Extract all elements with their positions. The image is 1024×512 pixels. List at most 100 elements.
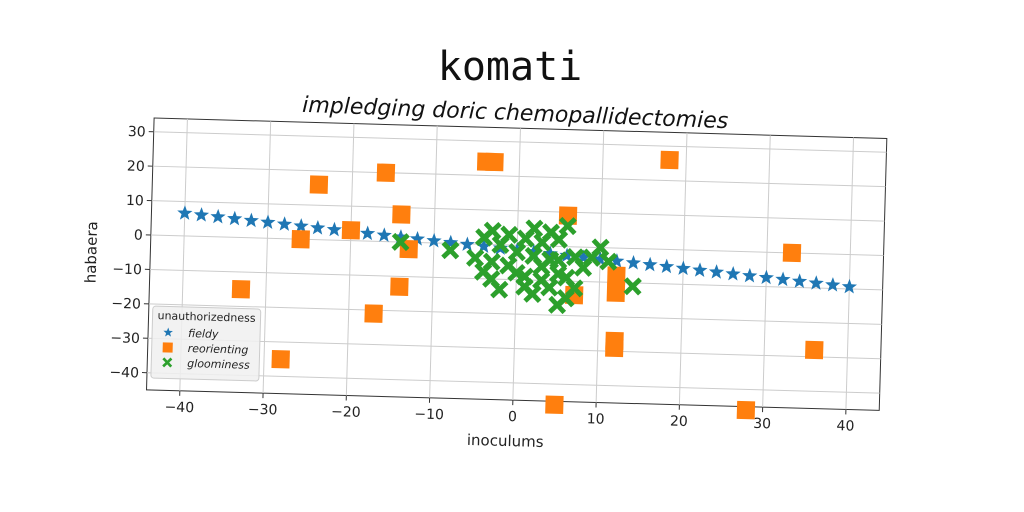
data-point-fieldy [193,207,210,222]
plot-area: −40 −30 −20 −10 0 10 20 30 40 30 20 10 0 −10 −20 −30 −4… [81,117,888,451]
data-point-fieldy [459,236,475,252]
grid-line-y-7 [146,372,880,394]
data-point-gloominess [591,238,610,257]
data-point-gloominess [540,278,559,297]
data-point-reorienting [605,338,624,358]
y-tick-label: 30 [128,124,146,140]
data-point-reorienting [736,400,756,420]
grid-line-y-1 [152,165,886,188]
grid-line-y-2 [151,200,885,222]
data-point-fieldy [426,232,442,248]
y-tick-label: −40 [109,365,139,382]
legend-label-fieldy: fieldy [188,327,219,341]
data-point-reorienting [271,349,290,369]
data-point-gloominess [549,230,569,249]
data-point-reorienting [390,277,409,296]
data-point-gloominess [523,284,542,304]
data-point-fieldy [276,216,293,231]
data-point-gloominess [623,277,642,296]
legend-label-reorienting: reorienting [188,342,249,357]
data-point-gloominess [441,241,460,260]
y-tick-label: 0 [134,228,143,244]
data-point-fieldy [841,278,858,294]
data-point-fieldy [260,214,276,230]
x-tick-label: 40 [836,418,854,434]
y-tick-label: −30 [110,330,140,347]
data-point-fieldy [808,275,824,290]
data-point-reorienting [392,205,411,224]
y-tick-label: −20 [111,296,141,313]
data-point-reorienting [607,266,626,285]
data-point-gloominess [483,221,502,240]
grid-line-y-6 [147,337,881,360]
x-tick-label: −30 [248,402,278,419]
x-axis-label: inoculums [467,431,544,451]
grid-line-x-4 [512,128,521,401]
y-tick-label: 10 [126,193,144,209]
y-axis-ticks: 30 20 10 0 −10 −20 −30 −40 [109,124,154,382]
chart-title: komati [438,44,583,90]
series-gloominess [391,216,642,315]
data-point-fieldy [359,225,376,241]
legend-box [150,305,262,382]
grid-line-x-1 [262,121,272,394]
data-point-gloominess [558,216,577,236]
data-point-fieldy [210,208,226,224]
data-point-reorienting [782,243,802,263]
data-point-reorienting [545,395,564,414]
grid-line-y-0 [153,131,887,153]
grid-line-x-2 [345,123,355,396]
data-point-gloominess [490,280,509,299]
data-point-fieldy [293,218,309,233]
data-point-fieldy [708,264,725,279]
data-point-fieldy [243,212,259,228]
data-point-gloominess [507,242,527,262]
data-point-fieldy [675,260,691,276]
data-point-reorienting [309,175,329,194]
data-point-reorienting [291,229,310,249]
data-point-gloominess [482,252,501,271]
data-point-fieldy [625,254,642,270]
x-tick-label: 0 [508,409,517,425]
data-point-fieldy [692,262,708,277]
legend-label-gloominess: gloominess [187,357,250,372]
legend-title: unauthorizedness [157,309,256,325]
data-point-fieldy [742,267,758,283]
x-tick-label: −20 [331,404,361,421]
data-point-gloominess [565,279,584,298]
x-axis-ticks: −40 −30 −20 −10 0 10 20 30 40 [164,390,855,435]
data-point-reorienting [606,283,626,303]
x-tick-label: −10 [414,406,444,423]
data-point-fieldy [476,238,492,253]
data-point-reorienting [364,304,383,323]
data-point-gloominess [391,232,410,252]
legend-marker-fieldy [163,327,173,337]
data-point-gloominess [500,225,519,244]
data-point-fieldy [310,219,326,235]
data-point-reorienting [341,221,361,240]
grid-line-x-3 [429,125,438,398]
data-point-fieldy [177,205,193,220]
legend: unauthorizedness fieldyreorientinggloomi… [150,305,262,382]
data-point-fieldy [659,258,675,274]
data-point-fieldy [326,221,342,237]
grid-line-y-4 [149,268,883,291]
x-tick-label: 30 [753,416,771,432]
y-tick-label: −10 [112,261,142,278]
series-reorienting [231,150,824,420]
grid-line-x-8 [845,137,855,410]
data-point-gloominess [466,248,485,268]
data-point-reorienting [660,150,679,170]
y-axis-label: habaera [81,221,101,283]
x-tick-label: −40 [164,399,194,416]
y-tick-label: 20 [127,158,145,174]
data-point-fieldy [642,256,658,272]
series-layer [177,150,858,420]
data-point-fieldy [725,266,741,281]
data-point-reorienting [376,163,396,182]
data-point-fieldy [758,269,774,285]
data-point-gloominess [525,219,544,238]
data-point-fieldy [227,210,243,226]
